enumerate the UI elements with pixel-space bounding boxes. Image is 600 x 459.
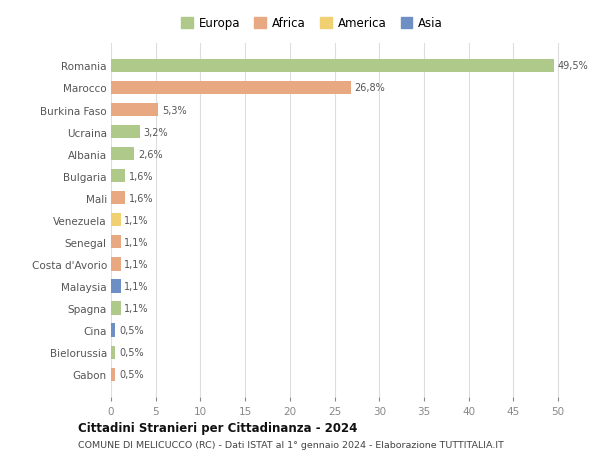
- Text: 5,3%: 5,3%: [162, 105, 187, 115]
- Text: 0,5%: 0,5%: [119, 369, 143, 379]
- Bar: [111, 280, 121, 293]
- Text: 3,2%: 3,2%: [143, 127, 168, 137]
- Text: 2,6%: 2,6%: [138, 149, 163, 159]
- Text: 1,1%: 1,1%: [124, 281, 149, 291]
- Bar: [111, 104, 158, 117]
- Bar: [111, 236, 121, 249]
- Bar: [111, 192, 125, 205]
- Text: 0,5%: 0,5%: [119, 325, 143, 336]
- Text: COMUNE DI MELICUCCO (RC) - Dati ISTAT al 1° gennaio 2024 - Elaborazione TUTTITAL: COMUNE DI MELICUCCO (RC) - Dati ISTAT al…: [78, 440, 504, 449]
- Text: Cittadini Stranieri per Cittadinanza - 2024: Cittadini Stranieri per Cittadinanza - 2…: [78, 421, 358, 434]
- Text: 1,1%: 1,1%: [124, 215, 149, 225]
- Legend: Europa, Africa, America, Asia: Europa, Africa, America, Asia: [181, 17, 443, 30]
- Bar: [111, 258, 121, 271]
- Text: 1,1%: 1,1%: [124, 237, 149, 247]
- Text: 0,5%: 0,5%: [119, 347, 143, 358]
- Text: 49,5%: 49,5%: [557, 62, 588, 71]
- Text: 1,1%: 1,1%: [124, 259, 149, 269]
- Bar: [111, 302, 121, 315]
- Bar: [111, 368, 115, 381]
- Bar: [111, 126, 140, 139]
- Bar: [111, 346, 115, 359]
- Text: 26,8%: 26,8%: [354, 83, 385, 93]
- Bar: [111, 170, 125, 183]
- Bar: [111, 324, 115, 337]
- Text: 1,6%: 1,6%: [129, 171, 154, 181]
- Text: 1,6%: 1,6%: [129, 193, 154, 203]
- Text: 1,1%: 1,1%: [124, 303, 149, 313]
- Bar: [111, 60, 554, 73]
- Bar: [111, 214, 121, 227]
- Bar: [111, 148, 134, 161]
- Bar: [111, 82, 350, 95]
